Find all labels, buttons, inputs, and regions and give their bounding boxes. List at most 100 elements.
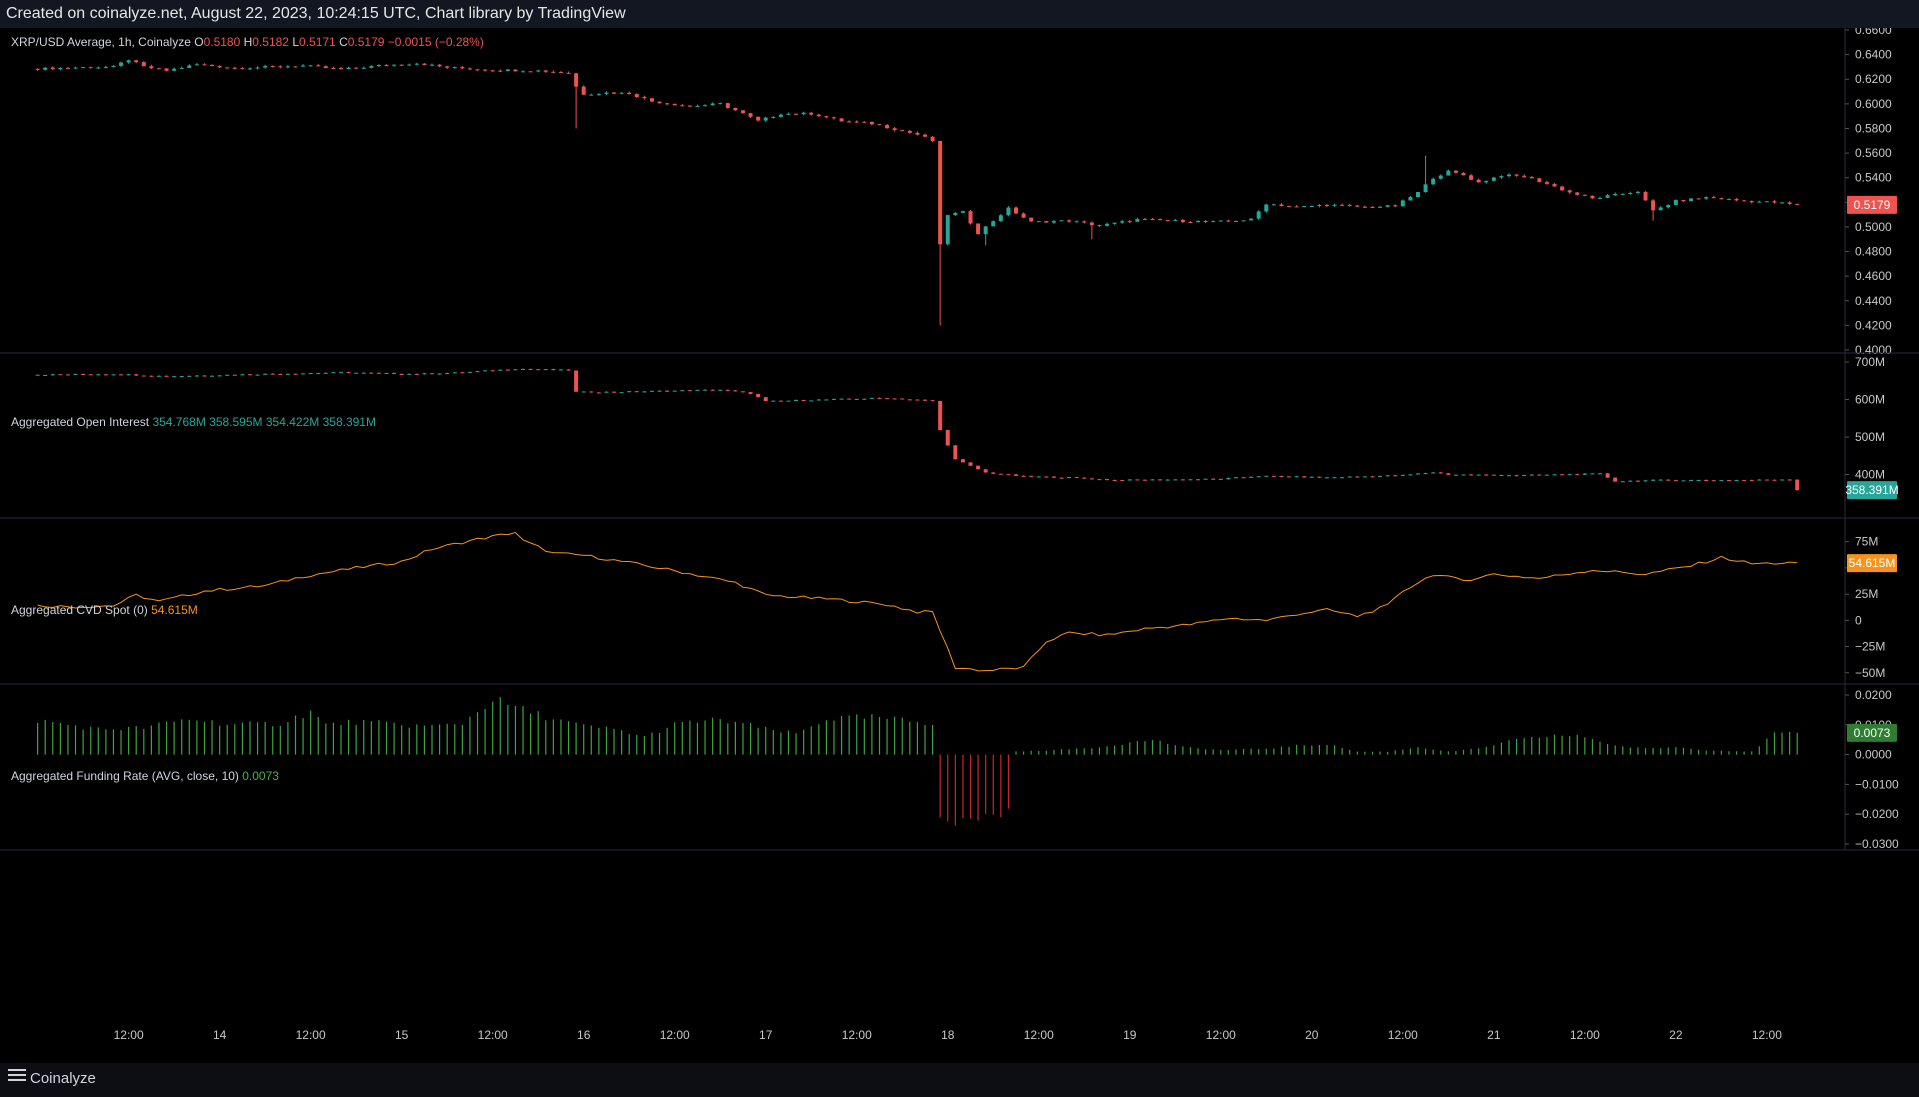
oi-candle: [1317, 476, 1322, 478]
oi-candle: [1340, 477, 1345, 479]
oi-candle: [194, 375, 199, 377]
price-candle: [1120, 221, 1125, 223]
price-candle: [1135, 219, 1140, 222]
oi-candle: [1135, 479, 1140, 481]
oi-candle: [847, 398, 852, 400]
oi-candle: [225, 374, 230, 376]
funding-axis-label: 0.0000: [1855, 748, 1892, 762]
oi-candle: [1408, 474, 1413, 476]
price-candle: [558, 72, 563, 74]
price-candle: [452, 67, 457, 69]
oi-candle: [1582, 473, 1587, 475]
hamburger-menu-icon[interactable]: [8, 1063, 26, 1093]
price-candle: [976, 223, 981, 235]
oi-candle: [907, 399, 912, 401]
oi-candle: [839, 398, 844, 400]
oi-candle: [1249, 476, 1254, 478]
oi-candle: [179, 376, 184, 378]
price-candle: [695, 106, 700, 108]
price-candle: [1476, 179, 1481, 183]
oi-candle: [885, 398, 890, 400]
price-candle: [103, 66, 108, 68]
price-candle: [991, 221, 996, 227]
oi-candle: [1415, 473, 1420, 475]
price-candle: [657, 101, 662, 104]
time-axis-label: 12:00: [478, 1028, 508, 1042]
price-candle: [1552, 183, 1557, 187]
oi-candle: [953, 445, 958, 460]
oi-candle: [1666, 479, 1671, 481]
price-candle: [725, 103, 730, 108]
price-candle: [308, 65, 313, 67]
price-candle: [194, 64, 199, 66]
price-candle: [278, 66, 283, 68]
price-candle: [414, 63, 419, 65]
oi-candle: [1628, 480, 1633, 482]
oi-candle: [1120, 480, 1125, 482]
price-candle: [369, 65, 374, 68]
price-candle: [1590, 195, 1595, 199]
price-candle: [58, 67, 63, 70]
price-candle: [1006, 207, 1011, 216]
oi-candle: [217, 375, 222, 377]
price-candle: [1196, 221, 1201, 223]
oi-candle: [801, 399, 806, 401]
price-axis-label: 0.4400: [1855, 294, 1892, 308]
price-candle: [794, 113, 799, 115]
oi-candle: [1173, 479, 1178, 481]
oi-candle: [1757, 479, 1762, 481]
price-candle: [763, 117, 768, 121]
price-candle: [771, 116, 776, 118]
oi-candle: [1507, 475, 1512, 477]
price-candle: [1681, 199, 1686, 202]
price-last-value-badge: 0.5179: [1854, 198, 1891, 212]
price-candle: [1014, 207, 1019, 214]
oi-candle: [574, 370, 579, 392]
price-candle: [293, 66, 298, 68]
oi-candle: [1787, 479, 1792, 481]
oi-candle: [1726, 480, 1731, 482]
oi-candle: [976, 465, 981, 470]
oi-candle: [172, 376, 177, 378]
price-candle: [1704, 197, 1709, 199]
oi-candle: [376, 372, 381, 374]
oi-candle: [270, 373, 275, 375]
price-candle: [1370, 206, 1375, 208]
oi-candle: [354, 372, 359, 374]
price-candle: [1180, 219, 1185, 223]
oi-candle: [361, 372, 366, 374]
cvd-last-value-badge: 54.615M: [1849, 556, 1896, 570]
price-candle: [877, 124, 882, 126]
oi-candle: [1651, 479, 1656, 481]
oi-candle: [1279, 475, 1284, 477]
oi-candle: [1355, 476, 1360, 478]
time-axis-label: 19: [1123, 1028, 1137, 1042]
oi-candle: [1681, 480, 1686, 482]
price-candle: [1249, 218, 1254, 221]
price-candle: [536, 70, 541, 72]
price-candle: [1582, 194, 1587, 196]
price-candle: [301, 65, 306, 67]
price-candle: [240, 68, 245, 70]
oi-candle: [1461, 474, 1466, 476]
price-candle: [323, 66, 328, 68]
oi-candle: [665, 390, 670, 392]
price-candle: [581, 86, 586, 95]
price-candle: [778, 114, 783, 117]
price-candle: [619, 92, 624, 94]
time-axis-label: 12:00: [1024, 1028, 1054, 1042]
price-candle: [665, 103, 670, 105]
oi-candle: [316, 373, 321, 375]
price-axis-label: 0.4800: [1855, 245, 1892, 259]
oi-candle: [483, 370, 488, 372]
funding-axis-label: 0.0200: [1855, 688, 1892, 702]
price-axis-label: 0.6400: [1855, 48, 1892, 62]
oi-candle: [521, 368, 526, 370]
price-candle: [1673, 199, 1678, 205]
oi-candle: [346, 372, 351, 374]
oi-candle: [1188, 479, 1193, 481]
time-axis-label: 12:00: [296, 1028, 326, 1042]
price-candle: [141, 62, 146, 67]
price-candle: [1711, 197, 1716, 199]
oi-candle: [88, 374, 93, 376]
